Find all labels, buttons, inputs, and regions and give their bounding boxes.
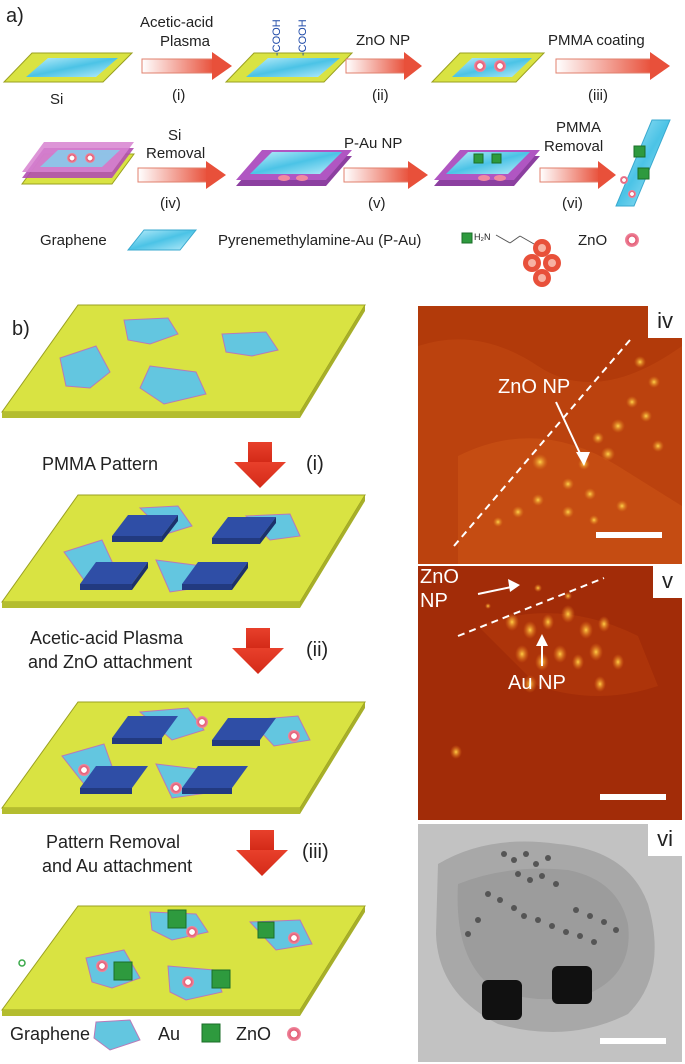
step4-label-line1: Si: [168, 127, 181, 144]
pmma-coated-stack: [21, 142, 135, 185]
substrate-plate-2: [1, 494, 366, 608]
micrograph-tag-iv: iv: [648, 306, 682, 338]
au-cube-legend-icon: [461, 232, 473, 244]
step6-label-line1: PMMA: [556, 119, 601, 136]
panel-b-step1-number: (i): [306, 453, 324, 475]
step2-label: ZnO NP: [356, 32, 410, 49]
panel-b-step3-number: (iii): [302, 841, 329, 863]
step3-label: PMMA coating: [548, 32, 645, 49]
panel-b-step2-text-line1: Acetic-acid Plasma: [30, 628, 184, 648]
plasma-graphene-substrate: [224, 52, 354, 83]
zno-legend-icon: [287, 1027, 301, 1041]
step5-number: (v): [368, 195, 386, 212]
red-down-arrow-icon: [232, 628, 284, 674]
legend-zno-label: ZnO: [578, 232, 607, 249]
zno-np-label-iv: ZnO NP: [498, 376, 571, 398]
si-label: Si: [50, 91, 63, 108]
panel-b-step1-text: PMMA Pattern: [42, 454, 158, 474]
np-label-v: NP: [420, 590, 448, 612]
legend-pau-label: Pyrenemethylamine-Au (P-Au): [218, 232, 421, 249]
graphene-flake-legend-icon: [93, 1019, 141, 1051]
micrograph-tag-vi: vi: [648, 824, 682, 856]
scale-bar-vi: [600, 1038, 666, 1044]
legend-graphene-label: Graphene: [40, 232, 107, 249]
step6-label-line2: Removal: [544, 138, 603, 155]
red-down-arrow-icon: [234, 442, 286, 488]
step1-number: (i): [172, 87, 185, 104]
red-down-arrow-icon: [236, 830, 288, 876]
micrograph-tag-v: v: [653, 566, 682, 598]
panel-b-step3-text-line2: and Au attachment: [42, 856, 192, 876]
step3-number: (iii): [588, 87, 608, 104]
step5-label: P-Au NP: [344, 135, 402, 152]
afm-image-iv: iv ZnO NP: [418, 306, 682, 564]
hollow-arrow-icon: [345, 52, 422, 80]
au-cube-legend-icon: [201, 1023, 221, 1043]
pau-attached-stack: [434, 150, 540, 186]
panel-b-legend-au: Au: [158, 1024, 180, 1044]
substrate-plate-1: [1, 304, 366, 418]
afm-image-v: v ZnO NP Au NP: [418, 566, 682, 820]
panel-b-step2-number: (ii): [306, 639, 328, 661]
panel-a-label: a): [6, 5, 24, 27]
scale-bar-iv: [596, 532, 662, 538]
pyrene-molecule-icon: [495, 234, 561, 287]
step1-label-line2: Plasma: [160, 33, 211, 50]
zno-legend-icon: [625, 233, 639, 247]
hollow-arrow-icon: [555, 52, 670, 80]
au-np-label-v: Au NP: [508, 672, 566, 694]
panel-b-legend-zno: ZnO: [236, 1024, 271, 1044]
graphene-legend-icon: [126, 229, 198, 251]
hollow-arrow-icon: [137, 161, 226, 189]
panel-b-step2-text-line2: and ZnO attachment: [28, 652, 192, 672]
zno-label-v: ZnO: [420, 566, 459, 588]
substrate-plate-4: [1, 905, 366, 1016]
step6-number: (vi): [562, 195, 583, 212]
si-substrate-1: [2, 52, 134, 83]
legend-h2n: H₂N: [474, 232, 491, 242]
step2-number: (ii): [372, 87, 389, 104]
hollow-arrow-icon: [343, 161, 428, 189]
cooh-label-1: -COOH: [271, 19, 283, 56]
stray-marker-icon: [18, 959, 26, 967]
hollow-arrow-icon: [141, 52, 232, 80]
zno-graphene-substrate: [430, 52, 546, 83]
step4-label-line2: Removal: [146, 145, 205, 162]
panel-b-step3-text-line1: Pattern Removal: [46, 832, 180, 852]
panel-b-label: b): [12, 318, 30, 340]
si-removed-stack: [236, 150, 352, 186]
panel-b-legend-graphene: Graphene: [10, 1024, 90, 1044]
substrate-plate-3: [1, 701, 366, 814]
scale-bar-v: [600, 794, 666, 800]
cooh-label-2: -COOH: [297, 19, 309, 56]
hollow-arrow-icon: [539, 161, 616, 189]
step1-label-line1: Acetic-acid: [140, 14, 213, 31]
free-graphene-product: [615, 119, 671, 207]
tem-image-vi: vi: [418, 824, 682, 1062]
step4-number: (iv): [160, 195, 181, 212]
